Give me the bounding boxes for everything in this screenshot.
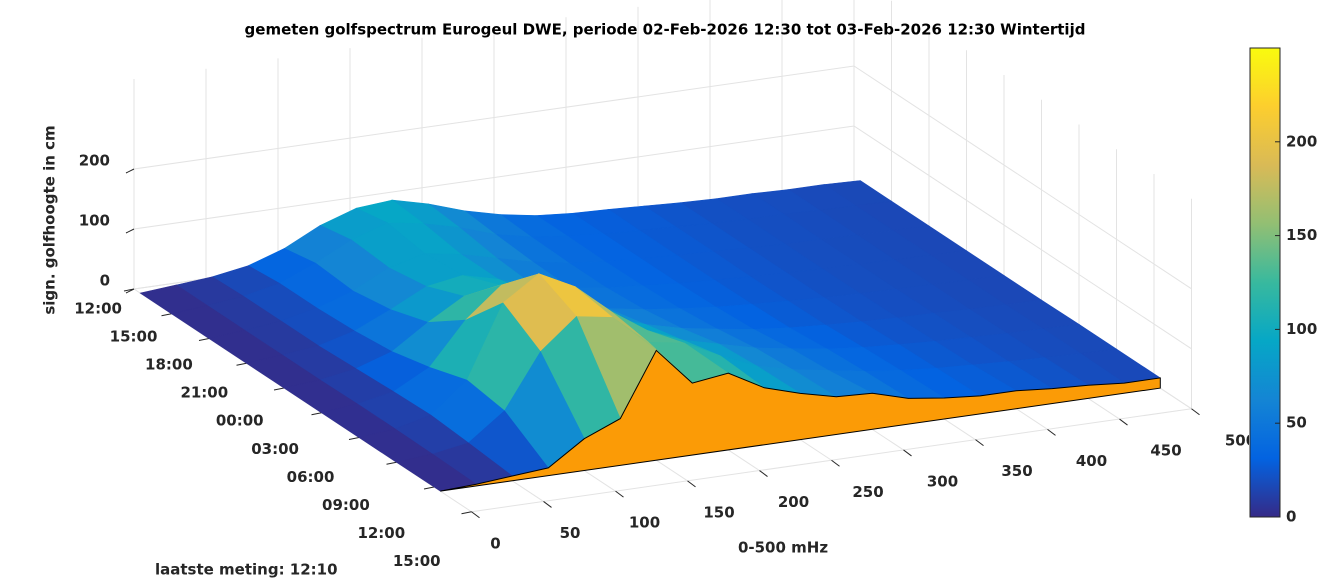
y-tick	[161, 313, 172, 317]
y-tick-label: 03:00	[251, 440, 299, 458]
x-tick	[903, 449, 912, 457]
x-tick-label: 150	[703, 503, 734, 521]
x-tick-label: 400	[1076, 452, 1107, 470]
x-tick-label: 300	[927, 472, 958, 490]
y-tick-label: 21:00	[180, 384, 228, 402]
x-axis-label: 0-500 mHz	[738, 539, 828, 557]
x-tick	[543, 501, 552, 508]
colorbar-tick-label: 150	[1286, 226, 1317, 244]
x-tick	[759, 470, 768, 477]
y-tick-label: 12:00	[357, 524, 405, 542]
x-tick-label: 450	[1150, 442, 1181, 460]
y-tick-label: 06:00	[287, 468, 335, 486]
y-tick-label: 15:00	[110, 328, 158, 346]
colorbar-tick-label: 200	[1286, 132, 1317, 150]
y-tick-label: 18:00	[145, 356, 193, 374]
x-tick	[471, 511, 480, 519]
y-tick-label: 00:00	[216, 412, 264, 430]
plot-area	[123, 0, 1200, 519]
y-tick	[236, 362, 247, 366]
x-tick-label: 250	[852, 483, 883, 501]
colorbar-tick-label: 0	[1286, 508, 1296, 526]
z-tick-label: 100	[79, 212, 110, 230]
y-tick	[348, 437, 360, 440]
z-tick	[125, 168, 135, 174]
x-tick-label: 0	[490, 534, 500, 552]
grid-line	[133, 125, 1192, 350]
front-slice	[440, 349, 1161, 492]
colorbar	[1249, 47, 1281, 518]
y-tick	[386, 461, 397, 465]
x-tick-label: 100	[629, 514, 660, 532]
x-tick	[1119, 418, 1128, 426]
annotation: laatste meting: 12:10	[155, 561, 338, 579]
x-tick	[1191, 408, 1200, 416]
colorbar-tick-label: 50	[1286, 414, 1307, 432]
y-tick	[123, 288, 135, 292]
y-tick	[311, 412, 322, 416]
z-tick-label: 200	[79, 152, 110, 170]
side-wall	[854, 0, 1192, 409]
z-tick	[125, 228, 135, 234]
y-tick-label: 15:00	[393, 552, 441, 570]
y-tick	[198, 338, 210, 341]
z-axis-label: sign. golfhoogte in cm	[41, 125, 59, 314]
y-tick	[273, 387, 285, 391]
x-tick	[1047, 428, 1056, 436]
x-tick-label: 500	[1225, 431, 1256, 449]
z-tick-label: 0	[100, 272, 110, 290]
grid-line	[133, 65, 1192, 290]
y-tick-label: 09:00	[322, 496, 370, 514]
colorbar-tick-label: 100	[1286, 320, 1317, 338]
x-tick	[687, 480, 696, 488]
x-tick-label: 50	[560, 524, 581, 542]
y-tick-label: 12:00	[74, 300, 122, 318]
y-tick	[461, 511, 472, 515]
x-tick	[975, 439, 984, 447]
x-tick-label: 350	[1001, 462, 1032, 480]
chart-title: gemeten golfspectrum Eurogeul DWE, perio…	[245, 21, 1086, 39]
x-tick-label: 200	[778, 493, 809, 511]
y-tick	[423, 486, 435, 490]
x-tick	[831, 459, 840, 467]
x-tick	[615, 490, 624, 498]
